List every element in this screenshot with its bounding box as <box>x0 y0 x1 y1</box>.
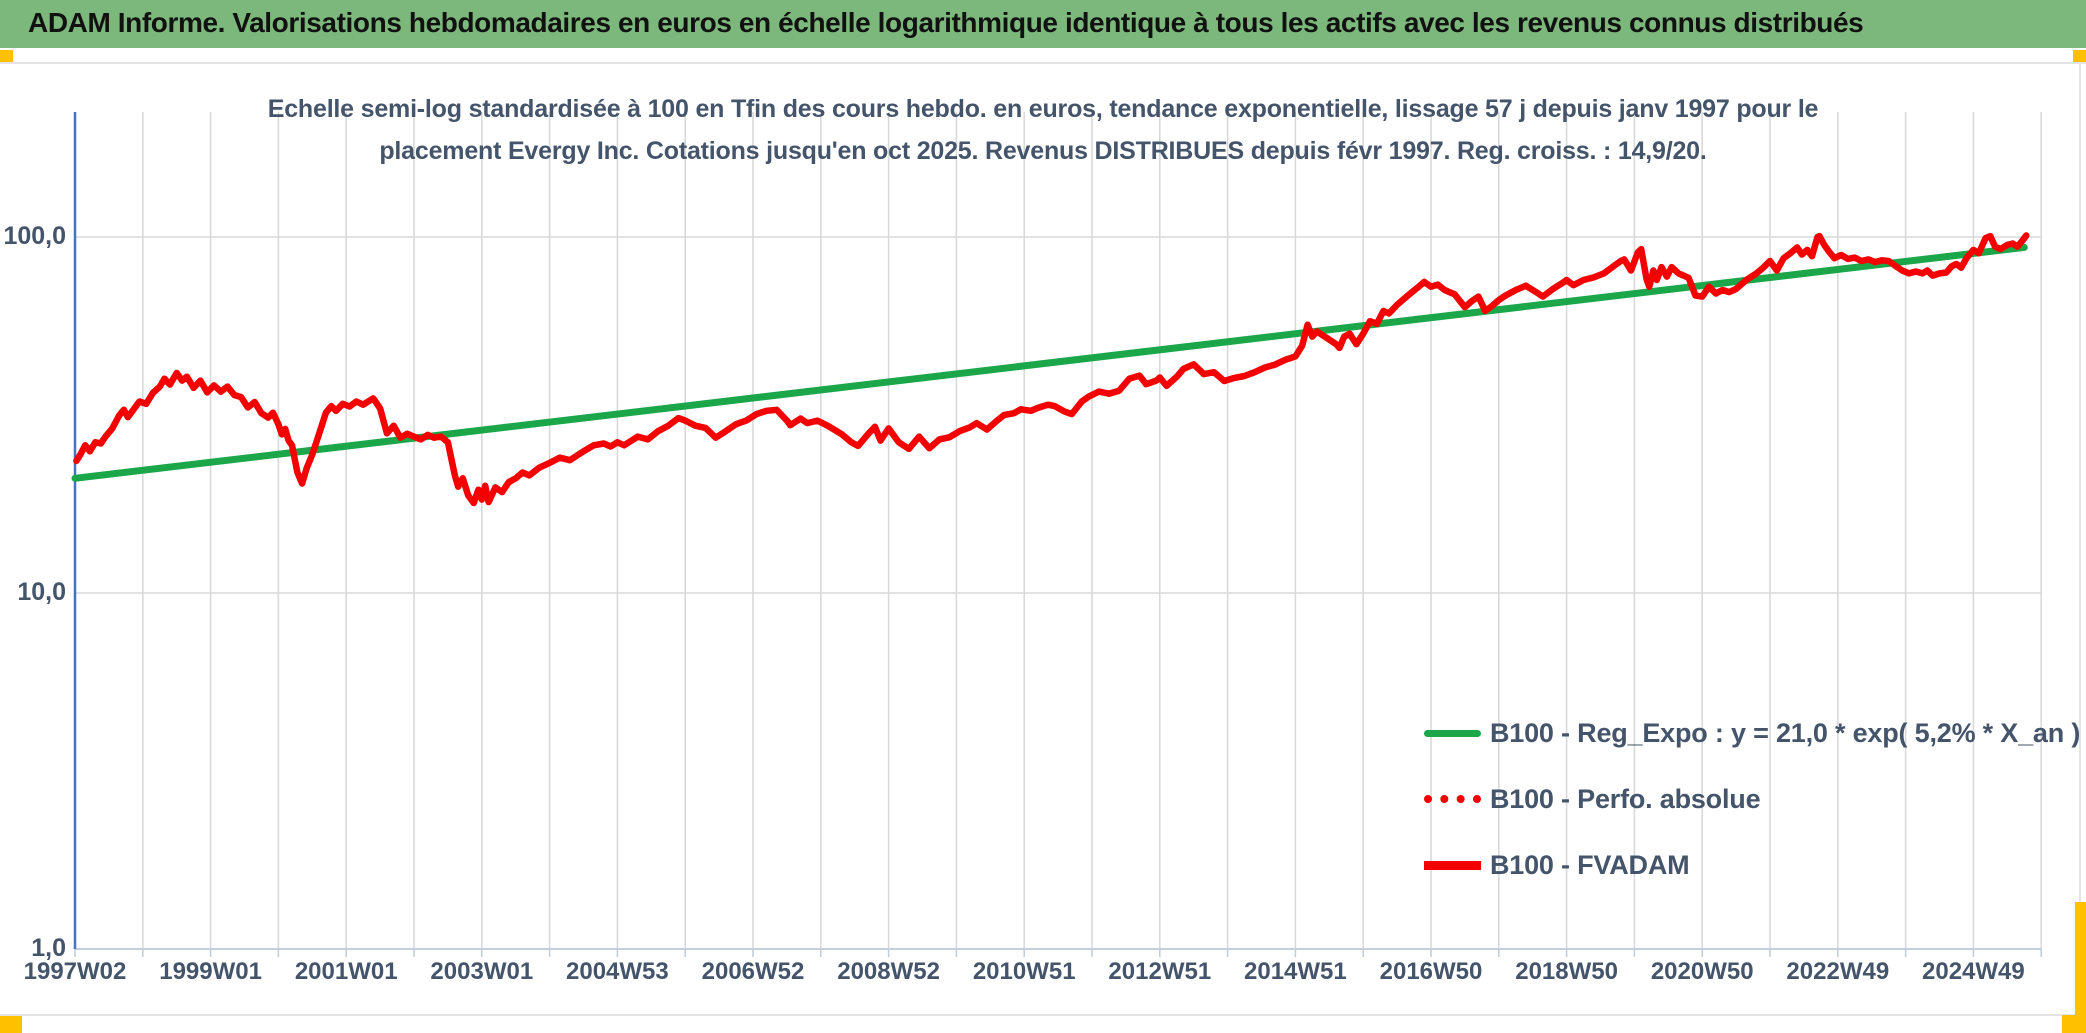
x-tick-label-2008W52: 2008W52 <box>837 958 940 985</box>
legend-swatch-green-line <box>1424 729 1481 737</box>
x-tick-label-2016W50: 2016W50 <box>1379 958 1483 985</box>
corner-accent-bottom-left <box>0 1016 22 1033</box>
x-tick-label-2020W50: 2020W50 <box>1650 958 1754 985</box>
chart-subtitle-line-1: Echelle semi-log standardisée à 100 en T… <box>267 95 1819 123</box>
legend-swatch-red-line <box>1424 860 1481 870</box>
x-tick-label-2012W51: 2012W51 <box>1108 958 1212 985</box>
series-2 <box>73 232 2030 507</box>
x-tick-label-2004W53: 2004W53 <box>566 958 669 985</box>
right-border-line <box>2079 64 2081 902</box>
x-tick-label-2006W52: 2006W52 <box>701 958 805 985</box>
legend-label-0: B100 - Reg_Expo : y = 21,0 * exp( 5,2% *… <box>1490 717 2081 748</box>
legend-label-2: B100 - FVADAM <box>1490 849 1690 880</box>
x-tick-label-2024W49: 2024W49 <box>1922 958 2025 985</box>
legend-swatch-dotted-red <box>1424 795 1481 803</box>
page-title: ADAM Informe. Valorisations hebdomadaire… <box>28 7 1864 38</box>
legend-row-1: B100 - Perfo. absolue <box>1424 766 2080 832</box>
y-tick-label-1: 1,0 <box>31 934 66 962</box>
legend-row-2: B100 - FVADAM <box>1424 832 2080 898</box>
x-tick-label-2014W51: 2014W51 <box>1244 958 1347 985</box>
corner-accent-top-left <box>0 50 13 62</box>
chart-subtitle-line-2: placement Evergy Inc. Cotations jusqu'en… <box>379 137 1707 165</box>
x-tick-label-1999W01: 1999W01 <box>159 958 262 985</box>
header-bar <box>0 0 2086 48</box>
x-tick-label-2010W51: 2010W51 <box>972 958 1076 985</box>
corner-accent-top-right <box>2073 50 2086 62</box>
top-divider-line <box>0 62 2086 64</box>
legend-label-1: B100 - Perfo. absolue <box>1490 783 1761 814</box>
y-tick-label-100: 100,0 <box>3 222 66 250</box>
right-edge-accent <box>2075 902 2086 1016</box>
x-tick-label-2018W50: 2018W50 <box>1515 958 1618 985</box>
x-tick-label-2003W01: 2003W01 <box>430 958 534 985</box>
series-0 <box>71 243 2028 482</box>
bottom-divider-line <box>0 1014 2086 1016</box>
legend-row-0: B100 - Reg_Expo : y = 21,0 * exp( 5,2% *… <box>1424 700 2080 766</box>
chart-legend: B100 - Reg_Expo : y = 21,0 * exp( 5,2% *… <box>1424 700 2080 898</box>
chart-subtitle: Echelle semi-log standardisée à 100 en T… <box>0 88 2086 172</box>
x-tick-label-2022W49: 2022W49 <box>1786 958 1890 985</box>
x-tick-label-2001W01: 2001W01 <box>294 958 398 985</box>
x-tick-label-1997W02: 1997W02 <box>23 958 127 985</box>
y-tick-label-10: 10,0 <box>17 578 66 606</box>
corner-accent-bottom-right <box>2062 1015 2086 1033</box>
